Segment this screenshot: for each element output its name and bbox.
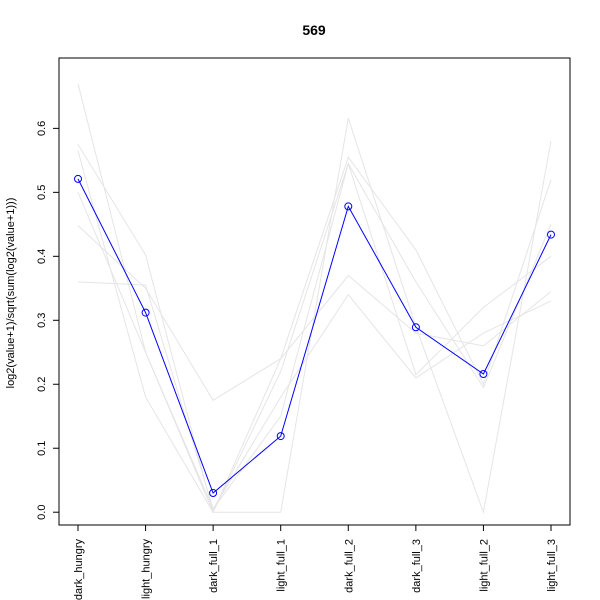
- data-point: [479, 370, 488, 378]
- x-tick-label: light_hungry: [141, 539, 153, 599]
- y-tick-label: 0.2: [36, 377, 48, 392]
- data-point: [74, 174, 82, 183]
- y-axis-label: log2(value+1)/sqrt(sum(log2(value+1))): [5, 198, 17, 389]
- background-series-line: [77, 144, 552, 514]
- highlighted-series: [74, 174, 555, 497]
- background-series-line: [77, 150, 552, 514]
- y-axis: 0.0 0.1 0.2 0.3 0.4 0.5 0.6: [36, 121, 60, 520]
- background-series-line: [77, 162, 552, 511]
- x-tick-label: light_full_3: [546, 539, 558, 592]
- y-tick-label: 0.6: [36, 121, 48, 136]
- data-point: [276, 432, 285, 441]
- y-tick-label: 0.3: [36, 313, 48, 328]
- data-point: [344, 202, 353, 211]
- y-tick-label: 0.5: [36, 185, 48, 200]
- data-point: [547, 230, 555, 239]
- highlighted-series-line: [77, 178, 552, 494]
- x-tick-label: dark_full_3: [411, 539, 423, 593]
- x-axis: dark_hungry light_hungry dark_full_1 light_…: [73, 524, 558, 600]
- x-tick-label: dark_full_2: [343, 539, 355, 593]
- x-tick-label: dark_hungry: [73, 539, 85, 600]
- y-tick-label: 0.1: [36, 441, 48, 456]
- chart-title: 569: [302, 22, 326, 38]
- background-series-line: [77, 225, 552, 401]
- x-tick-label: light_full_2: [478, 539, 490, 592]
- y-tick-label: 0.0: [36, 505, 48, 520]
- background-series: [77, 83, 552, 515]
- background-series-line: [77, 281, 552, 511]
- data-point: [411, 323, 420, 332]
- x-tick-label: dark_full_1: [208, 539, 220, 593]
- y-tick-label: 0.4: [36, 249, 48, 264]
- data-point: [141, 308, 150, 317]
- x-tick-label: light_full_1: [276, 539, 288, 592]
- data-point: [209, 489, 218, 497]
